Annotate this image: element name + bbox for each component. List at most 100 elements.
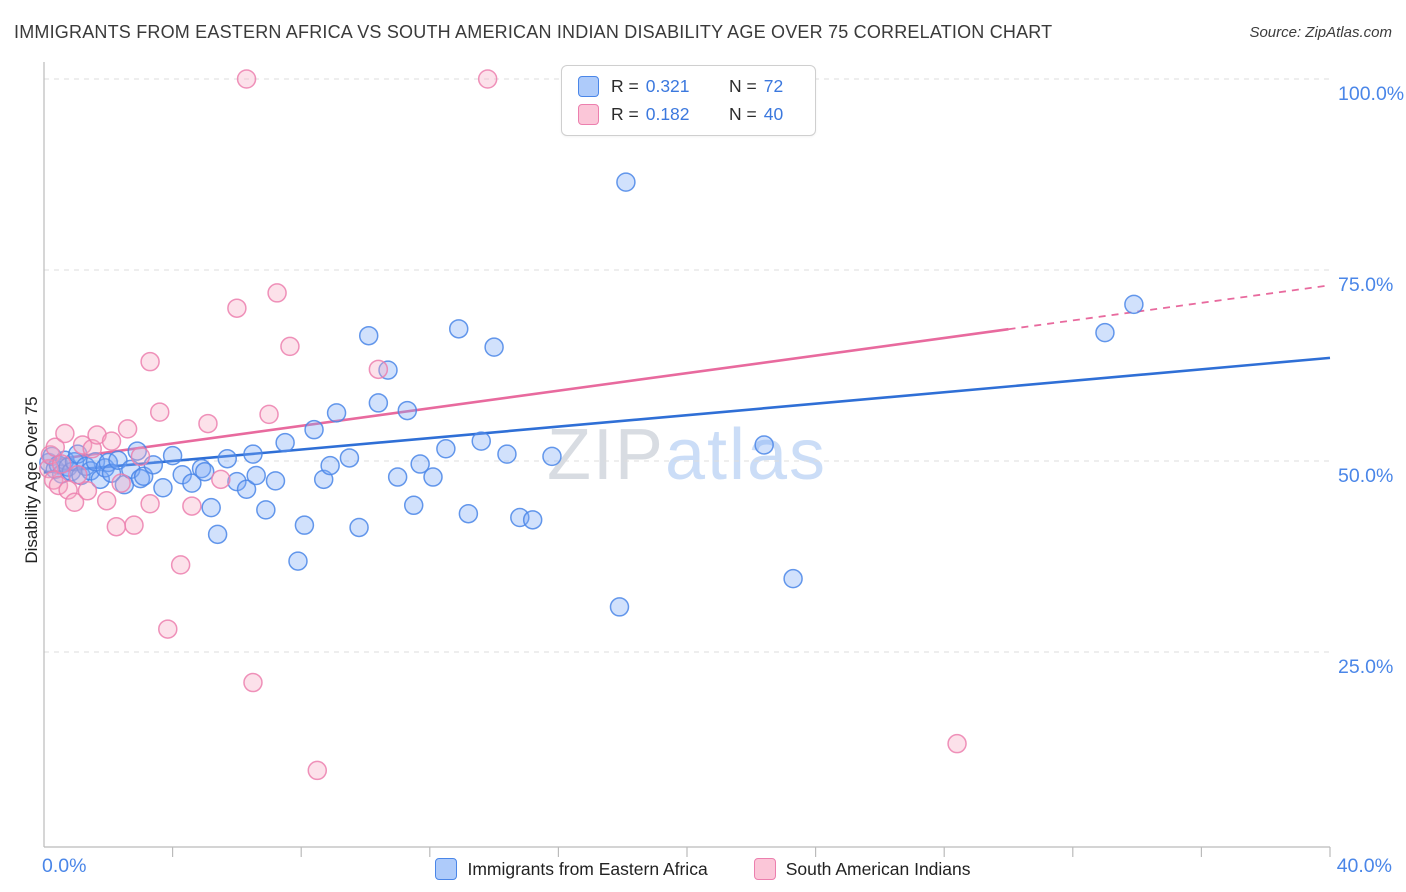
n-value: 40	[763, 104, 784, 124]
legend-swatch-pink	[753, 858, 776, 880]
data-point-south-american	[140, 351, 160, 372]
data-point-south-american	[96, 490, 117, 511]
data-point-south-american	[243, 672, 263, 693]
y-tick-label: 100.0%	[1338, 83, 1404, 105]
data-point-south-american	[477, 69, 498, 89]
data-point-eastern-africa	[616, 172, 636, 192]
data-point-south-american	[124, 515, 144, 535]
data-point-south-american	[227, 298, 247, 318]
data-point-south-american	[267, 283, 287, 303]
trendline-south-american	[43, 327, 1009, 463]
data-point-south-american	[280, 336, 300, 357]
data-point-south-american	[55, 423, 75, 444]
data-point-south-american	[307, 760, 328, 781]
page-title: IMMIGRANTS FROM EASTERN AFRICA VS SOUTH …	[14, 22, 1053, 42]
data-point-eastern-africa	[294, 515, 315, 535]
data-point-south-american	[106, 516, 127, 537]
data-point-eastern-africa	[320, 455, 340, 476]
data-point-south-american	[211, 469, 231, 490]
y-tick-label: 50.0%	[1338, 465, 1393, 487]
data-point-eastern-africa	[609, 597, 630, 617]
data-point-eastern-africa	[497, 444, 517, 464]
x-min-label: 0.0%	[42, 855, 86, 877]
legend-swatch-blue	[435, 858, 458, 880]
x-max-label: 40.0%	[1337, 855, 1392, 877]
data-point-south-american	[77, 481, 98, 501]
data-point-eastern-africa	[1095, 322, 1115, 343]
y-tick-label: 75.0%	[1338, 274, 1393, 296]
data-point-eastern-africa	[339, 448, 360, 468]
legend-row-eastern-africa: R = 0.321 N = 72	[578, 76, 801, 97]
data-point-eastern-africa	[1124, 294, 1144, 315]
data-point-eastern-africa	[403, 495, 424, 516]
data-point-south-american	[87, 425, 107, 445]
bottom-legend-label: Immigrants from Eastern Africa	[467, 858, 708, 879]
data-point-eastern-africa	[410, 454, 430, 474]
data-point-eastern-africa	[522, 510, 543, 530]
data-point-south-american	[68, 465, 88, 485]
n-value: 72	[763, 76, 784, 96]
data-point-south-american	[45, 437, 66, 457]
legend-swatch-pink	[578, 104, 599, 125]
data-point-eastern-africa	[304, 419, 324, 440]
data-point-eastern-africa	[195, 461, 215, 482]
data-point-eastern-africa	[423, 467, 443, 487]
r-value: 0.182	[645, 104, 690, 124]
data-point-eastern-africa	[201, 497, 221, 518]
n-label: N =	[729, 104, 757, 124]
data-point-eastern-africa	[90, 469, 111, 490]
data-point-south-american	[72, 435, 93, 455]
y-tick-label: 25.0%	[1338, 656, 1393, 678]
data-point-eastern-africa	[162, 445, 183, 466]
data-point-eastern-africa	[783, 568, 803, 589]
data-point-eastern-africa	[246, 465, 266, 486]
data-point-south-american	[51, 454, 72, 474]
data-point-eastern-africa	[397, 400, 418, 421]
data-point-eastern-africa	[256, 500, 276, 520]
data-point-eastern-africa	[387, 467, 408, 487]
data-point-eastern-africa	[243, 444, 263, 464]
data-point-south-american	[182, 496, 202, 516]
data-point-south-american	[101, 431, 122, 451]
data-point-eastern-africa	[471, 431, 491, 451]
trendline-eastern-africa	[43, 356, 1331, 474]
data-point-south-american	[130, 446, 151, 467]
data-point-south-american	[158, 619, 178, 639]
source-label: Source: ZipAtlas.com	[1249, 24, 1392, 41]
data-point-south-american	[236, 69, 257, 89]
data-point-south-american	[48, 475, 69, 496]
data-point-eastern-africa	[542, 446, 562, 467]
r-label: R =	[611, 76, 639, 96]
data-point-south-american	[117, 419, 138, 439]
bottom-legend-label: South American Indians	[785, 858, 971, 879]
data-point-eastern-africa	[288, 551, 308, 571]
legend-swatch-blue	[578, 76, 599, 97]
data-point-eastern-africa	[275, 432, 295, 453]
data-point-south-american	[64, 492, 85, 513]
bottom-legend: Immigrants from Eastern Africa South Ame…	[0, 858, 1406, 880]
data-point-south-american	[368, 359, 389, 380]
data-point-eastern-africa	[754, 435, 774, 455]
data-point-eastern-africa	[265, 471, 286, 491]
data-point-south-american	[170, 555, 191, 575]
data-point-eastern-africa	[436, 439, 456, 459]
r-label: R =	[611, 104, 639, 124]
data-point-eastern-africa	[448, 319, 469, 339]
data-point-eastern-africa	[484, 337, 504, 357]
trendline-south-american-extrapolated	[1008, 284, 1331, 331]
data-point-south-american	[149, 402, 170, 422]
data-point-eastern-africa	[368, 393, 389, 413]
legend-box: R = 0.321 N = 72 R = 0.182 N = 40	[561, 65, 816, 136]
data-point-eastern-africa	[127, 441, 147, 461]
data-point-south-american	[58, 480, 78, 500]
data-point-eastern-africa	[153, 477, 173, 498]
data-point-eastern-africa	[326, 403, 347, 423]
legend-row-south-american: R = 0.182 N = 40	[578, 104, 801, 125]
data-point-south-american	[259, 404, 279, 425]
data-point-eastern-africa	[236, 479, 257, 500]
data-point-south-american	[140, 494, 160, 514]
data-point-eastern-africa	[217, 448, 238, 469]
n-label: N =	[729, 76, 757, 96]
